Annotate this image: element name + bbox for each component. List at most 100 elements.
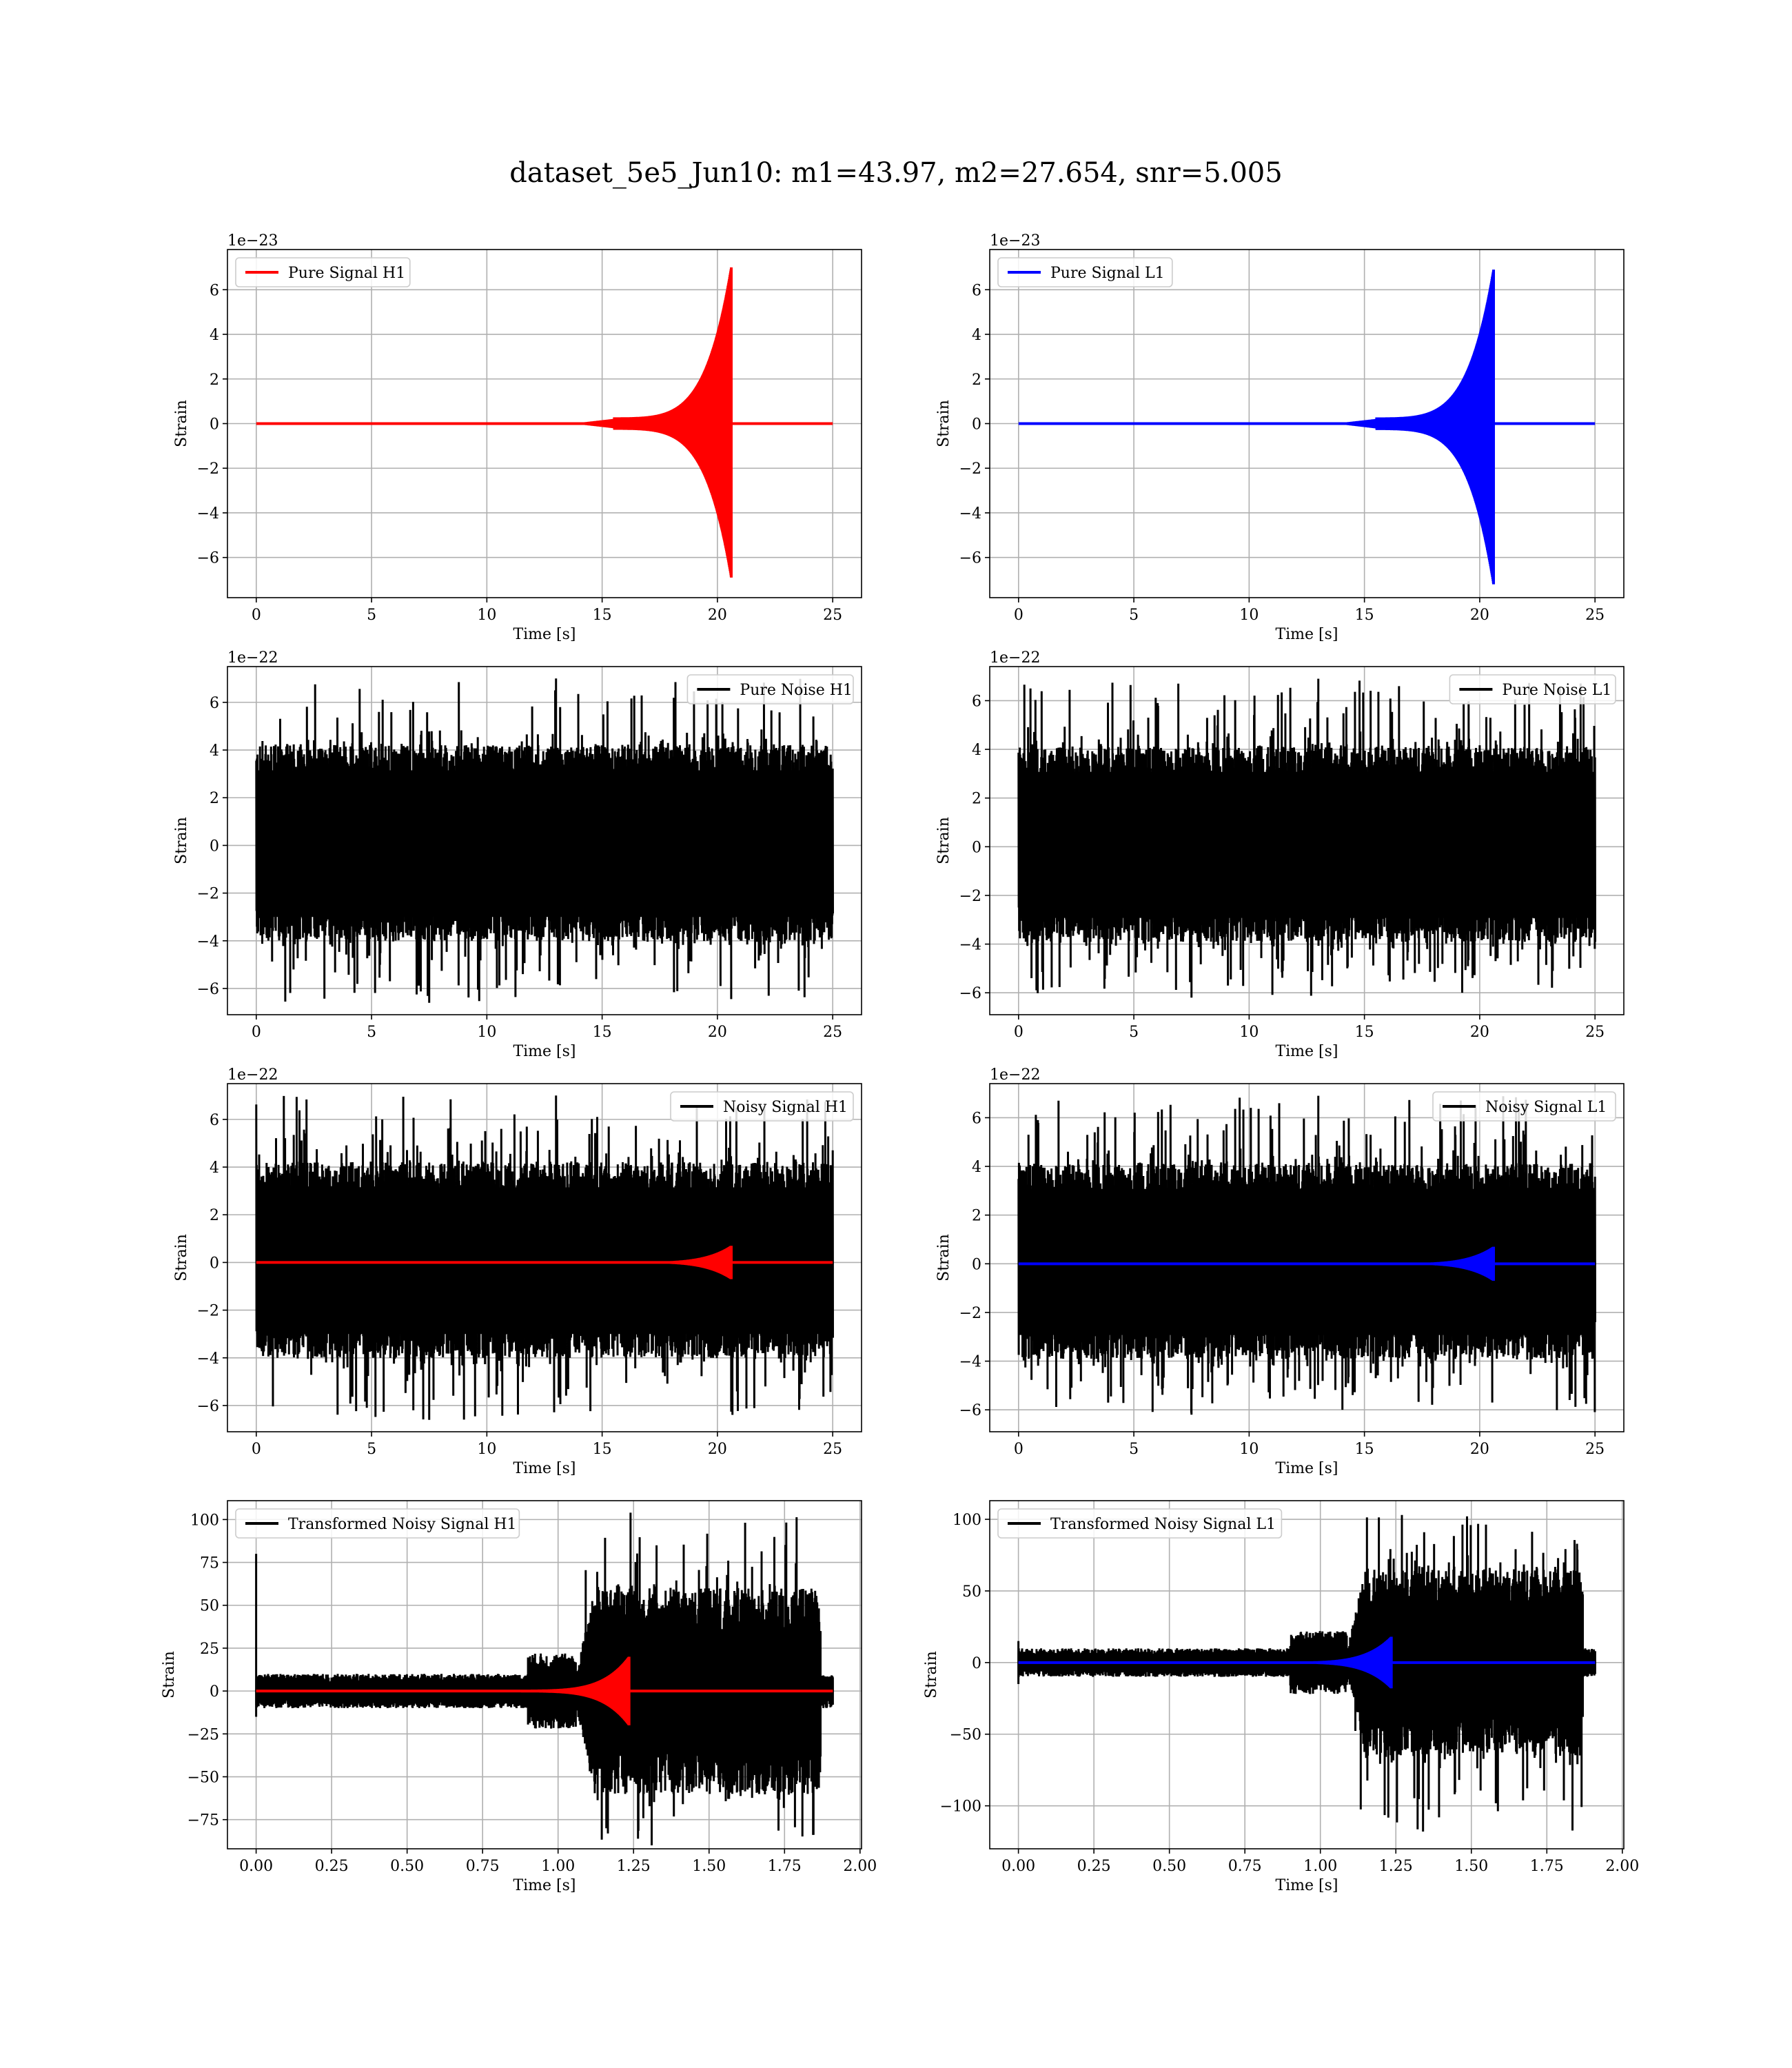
series-line: [256, 267, 833, 578]
y-tick-label: 0: [210, 1255, 219, 1272]
y-tick-label: −6: [959, 1402, 981, 1419]
y-tick-label: 0: [972, 416, 981, 434]
y-tick-label: 2: [972, 791, 981, 808]
x-tick-label: 10: [1239, 607, 1259, 624]
y-axis-label: Strain: [173, 1234, 190, 1281]
offset-text: 1e−23: [227, 232, 278, 250]
y-tick-label: −6: [197, 1398, 219, 1415]
legend-frame: [235, 257, 411, 287]
y-tick-label: 0: [210, 1683, 219, 1701]
y-axis-label: Strain: [935, 817, 953, 864]
y-tick-label: 2: [210, 372, 219, 389]
x-tick-label: 25: [1585, 1441, 1605, 1458]
x-tick-label: 0.25: [315, 1858, 349, 1875]
y-tick-label: −4: [197, 1350, 219, 1368]
x-tick-label: 25: [1585, 607, 1605, 624]
x-tick-label: 0.75: [466, 1858, 500, 1875]
plot-area: [1017, 678, 1596, 998]
x-tick-label: 20: [1470, 607, 1489, 624]
y-axis-label: Strain: [923, 1651, 940, 1699]
plot-area: [1018, 270, 1596, 585]
y-axis-label: Strain: [161, 1651, 178, 1699]
x-tick-label: 20: [1470, 1441, 1489, 1458]
y-tick-label: −4: [197, 505, 219, 523]
legend-label: Noisy Signal H1: [723, 1099, 848, 1116]
x-tick-label: 5: [1129, 1441, 1139, 1458]
legend-frame: [686, 674, 854, 704]
x-axis-label: Time [s]: [1275, 1460, 1338, 1477]
chart-panel-7: 0.00 0.25 0.50 0.75 1.00 1.25 1.50 1.75 2.00 −75 −…: [161, 1500, 877, 1894]
y-tick-label: 2: [210, 1207, 219, 1224]
offset-text: 1e−22: [990, 649, 1040, 667]
series-line: [256, 1246, 833, 1279]
offset-text: 1e−22: [990, 1066, 1040, 1084]
chart-panel-4: 0 5 10 15 20 25 −6 −4 −2 0 2 4 6 Time [s] Strain 1e−22 P…: [935, 649, 1625, 1060]
x-tick-label: 1.75: [1530, 1858, 1564, 1875]
legend: Pure Noise L1: [1449, 674, 1616, 704]
x-tick-label: 15: [1355, 607, 1374, 624]
offset-text: 1e−22: [227, 649, 278, 667]
y-tick-label: 6: [972, 1110, 981, 1127]
axes-frame: [227, 1083, 862, 1432]
y-tick-label: −6: [197, 550, 219, 567]
y-tick-label: 100: [953, 1512, 981, 1529]
y-tick-label: 0: [972, 839, 981, 856]
y-tick-label: −100: [940, 1798, 981, 1816]
series-band: [1018, 1188, 1596, 1335]
x-tick-label: 10: [477, 1441, 496, 1458]
x-tick-label: 5: [367, 1441, 376, 1458]
legend: Pure Noise H1: [686, 674, 854, 704]
x-tick-label: 15: [593, 1024, 612, 1041]
legend-label: Pure Noise L1: [1502, 682, 1611, 699]
y-tick-label: 4: [210, 327, 219, 344]
y-tick-label: 6: [210, 695, 219, 712]
y-tick-label: 4: [210, 742, 219, 760]
y-axis-label: Strain: [935, 400, 953, 447]
y-tick-label: 4: [972, 742, 981, 759]
y-tick-label: −2: [197, 886, 219, 903]
legend-frame: [997, 1508, 1283, 1539]
x-axis-label: Time [s]: [1275, 626, 1338, 643]
y-tick-label: 6: [210, 282, 219, 299]
chart-panel-8: 0.00 0.25 0.50 0.75 1.00 1.25 1.50 1.75 2.00 −100…: [923, 1500, 1639, 1894]
legend-frame: [1432, 1091, 1616, 1122]
y-tick-label: −25: [187, 1726, 219, 1743]
y-tick-label: 6: [972, 282, 981, 299]
series-line: [256, 1656, 833, 1725]
y-tick-label: 0: [210, 838, 219, 855]
x-tick-label: 0: [252, 607, 261, 624]
legend: Transformed Noisy Signal L1: [997, 1508, 1283, 1539]
y-tick-label: 6: [210, 1112, 219, 1129]
y-tick-label: −4: [959, 1354, 981, 1371]
legend: Noisy Signal H1: [670, 1091, 854, 1122]
x-axis-label: Time [s]: [513, 626, 576, 643]
x-tick-label: 25: [1585, 1024, 1605, 1041]
x-tick-label: 1.00: [1303, 1858, 1337, 1875]
x-tick-label: 25: [823, 1441, 842, 1458]
x-axis-label: Time [s]: [513, 1877, 576, 1894]
axes-frame: [227, 666, 862, 1015]
x-tick-label: 0: [252, 1024, 261, 1041]
series-line: [1017, 1514, 1596, 1832]
legend-label: Pure Noise H1: [740, 682, 853, 699]
x-tick-label: 2.00: [1605, 1858, 1639, 1875]
y-tick-label: −50: [187, 1770, 219, 1787]
x-tick-label: 0.00: [239, 1858, 273, 1875]
x-tick-label: 10: [1239, 1441, 1259, 1458]
x-tick-label: 2.00: [843, 1858, 877, 1875]
series-band: [256, 1187, 833, 1335]
legend: Pure Signal H1: [235, 257, 411, 287]
y-tick-label: −2: [197, 1303, 219, 1320]
x-tick-label: 20: [708, 607, 727, 624]
x-tick-label: 0: [1014, 607, 1024, 624]
x-tick-label: 1.50: [1454, 1858, 1488, 1875]
y-tick-label: −2: [959, 460, 981, 478]
y-tick-label: 0: [972, 1655, 981, 1672]
x-tick-label: 15: [1355, 1441, 1374, 1458]
chart-panel-2: 0 5 10 15 20 25 −6 −4 −2 0 2 4 6 Time [s] Strain 1e−23 P…: [935, 232, 1625, 643]
series-line: [1018, 1636, 1596, 1689]
y-tick-label: 6: [972, 693, 981, 710]
x-tick-label: 10: [477, 1024, 496, 1041]
plot-area: [255, 678, 834, 1003]
x-tick-label: 10: [1239, 1024, 1259, 1041]
